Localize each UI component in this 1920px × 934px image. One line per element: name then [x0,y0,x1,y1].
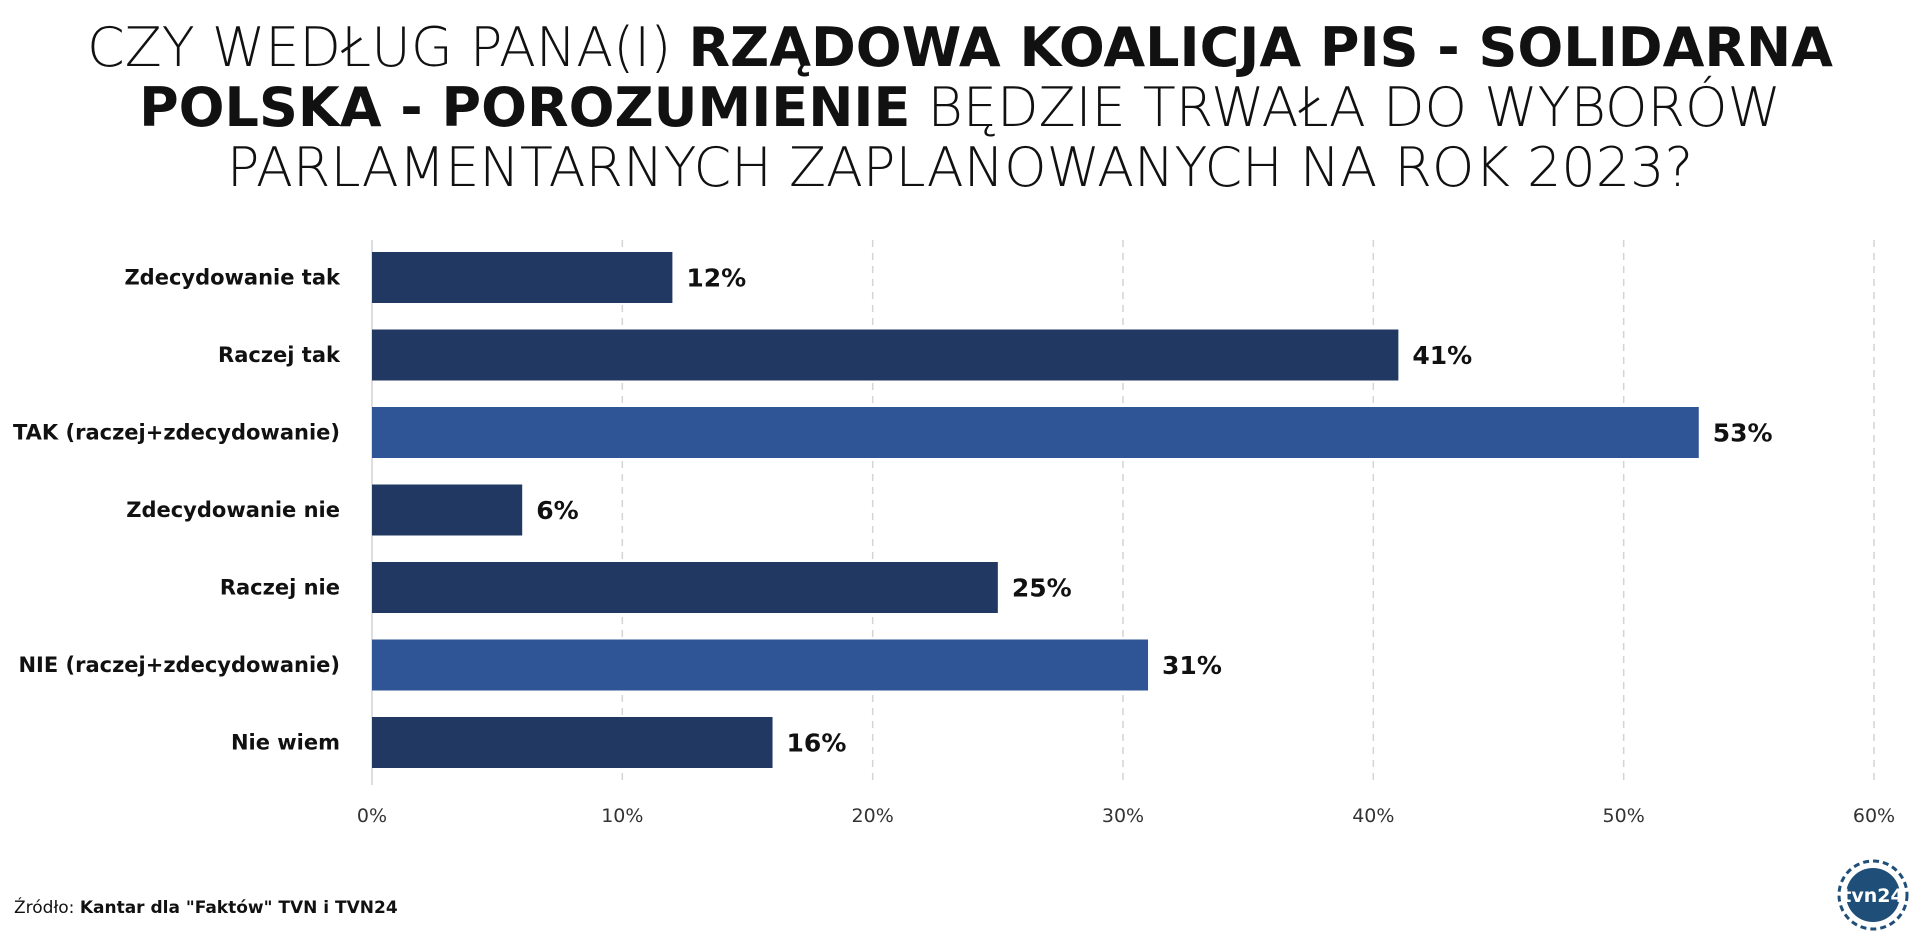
source-prefix: Źródło: [14,898,80,918]
x-tick-label: 20% [852,805,894,827]
bar [372,484,523,536]
value-label: 12% [686,264,746,293]
value-label: 31% [1162,651,1222,680]
chart-title: CZY WEDŁUG PANA(I) RZĄDOWA KOALICJA PIS … [40,18,1880,198]
value-label: 25% [1012,574,1072,603]
x-tick-label: 60% [1853,805,1895,827]
value-label: 53% [1713,419,1773,448]
x-tick-label: 10% [601,805,643,827]
bar [372,407,1699,458]
category-label: Raczej nie [220,576,340,600]
category-label: Zdecydowanie tak [124,266,341,290]
bar [372,252,673,303]
source-note: Źródło: Kantar dla "Faktów" TVN i TVN24 [14,898,398,918]
logo-text: tvn24 [1842,885,1903,907]
category-label: Zdecydowanie nie [126,498,340,522]
tvn24-logo: tvn24 [1837,859,1909,931]
value-label: 6% [536,496,578,525]
x-tick-label: 0% [357,805,387,827]
category-label: NIE (raczej+zdecydowanie) [18,653,340,677]
value-label: 41% [1412,341,1472,370]
source-text: Kantar dla "Faktów" TVN i TVN24 [79,898,398,918]
value-label: 16% [787,729,847,758]
x-tick-label: 40% [1352,805,1394,827]
title-part-2: RZĄDOWA KOALICJA PIS - SOLIDARNA POLSKA … [139,16,1833,139]
bar [372,717,773,768]
bar [372,329,1399,381]
category-label: Nie wiem [231,731,340,755]
bar [372,562,998,613]
category-label: Raczej tak [218,343,341,367]
x-tick-label: 30% [1102,805,1144,827]
title-part-1: CZY WEDŁUG PANA(I) [87,16,689,79]
category-label: TAK (raczej+zdecydowanie) [13,421,340,445]
bar [372,639,1149,691]
title-part-3: BĘDZIE TRWAŁA DO WYBORÓW PARLAMENTARNYCH… [226,76,1781,199]
x-tick-label: 50% [1603,805,1645,827]
bar-chart: 0% 10% 20% 30% 40% 50% 60% Zdecydowanie tak 12% R… [13,240,1895,827]
